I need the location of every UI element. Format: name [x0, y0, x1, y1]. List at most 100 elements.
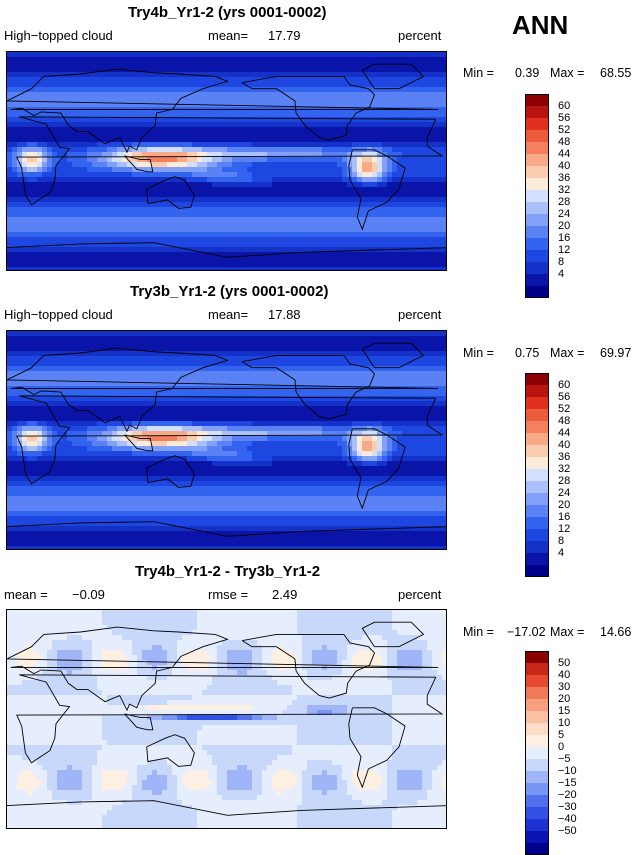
field-cell [252, 197, 258, 203]
field-cell [157, 237, 163, 243]
field-cell [87, 222, 93, 228]
field-cell [372, 72, 378, 78]
field-cell [57, 351, 63, 357]
field-cell [272, 52, 278, 58]
field-cell [302, 67, 308, 73]
field-cell [172, 92, 178, 98]
field-cell [32, 506, 38, 512]
field-cell [287, 202, 293, 208]
field-cell [37, 406, 43, 412]
field-cell [42, 172, 48, 178]
panel1-max-value: 68.55 [600, 66, 631, 80]
field-cell [47, 137, 53, 143]
field-cell [202, 207, 208, 213]
field-cell [207, 87, 213, 93]
field-cell [22, 227, 28, 233]
field-cell [292, 162, 298, 168]
field-cell [47, 62, 53, 68]
field-cell [357, 112, 363, 118]
field-cell [392, 167, 398, 173]
field-cell [117, 217, 123, 223]
field-cell [412, 117, 418, 123]
field-cell [107, 267, 113, 271]
field-cell [107, 501, 113, 507]
field-cell [17, 102, 23, 108]
field-cell [117, 506, 123, 512]
field-cell [422, 192, 428, 198]
field-cell [77, 147, 83, 153]
colorbar-segment [525, 226, 549, 238]
field-cell [92, 491, 98, 497]
field-cell [187, 257, 193, 263]
field-cell [422, 262, 428, 268]
field-cell [352, 62, 358, 68]
field-cell [242, 137, 248, 143]
field-cell [382, 82, 388, 88]
field-cell [212, 262, 218, 268]
field-cell [222, 187, 228, 193]
field-cell [12, 167, 18, 173]
field-cell [262, 242, 268, 248]
field-cell [52, 67, 58, 73]
field-cell [307, 207, 313, 213]
field-cell [32, 546, 38, 550]
field-cell [227, 92, 233, 98]
field-cell [102, 456, 108, 462]
field-cell [342, 177, 348, 183]
field-cell [367, 157, 373, 163]
field-cell [287, 247, 293, 253]
field-cell [22, 82, 28, 88]
field-cell [97, 441, 103, 447]
field-cell [417, 177, 423, 183]
field-cell [102, 157, 108, 163]
field-cell [167, 72, 173, 78]
field-cell [72, 262, 78, 268]
field-cell [407, 137, 413, 143]
field-cell [107, 232, 113, 238]
field-cell [232, 217, 238, 223]
field-cell [357, 172, 363, 178]
field-cell [22, 541, 28, 547]
field-cell [117, 491, 123, 497]
field-cell [97, 247, 103, 253]
field-cell [272, 182, 278, 188]
field-cell [242, 92, 248, 98]
field-cell [372, 257, 378, 263]
field-cell [97, 361, 103, 367]
field-cell [337, 87, 343, 93]
field-cell [52, 212, 58, 218]
field-cell [252, 137, 258, 143]
field-cell [32, 262, 38, 268]
field-cell [32, 491, 38, 497]
field-cell [412, 192, 418, 198]
field-cell [272, 102, 278, 108]
field-cell [112, 162, 118, 168]
field-cell [417, 142, 423, 148]
field-cell [7, 371, 13, 377]
field-cell [17, 77, 23, 83]
field-cell [52, 341, 58, 347]
field-cell [12, 237, 18, 243]
field-cell [242, 67, 248, 73]
field-cell [7, 267, 13, 271]
field-cell [302, 227, 308, 233]
field-cell [47, 366, 53, 372]
field-cell [52, 202, 58, 208]
field-cell [362, 117, 368, 123]
field-cell [107, 57, 113, 63]
field-cell [112, 476, 118, 482]
field-cell [37, 466, 43, 472]
field-cell [152, 77, 158, 83]
field-cell [92, 82, 98, 88]
field-cell [217, 197, 223, 203]
field-cell [97, 257, 103, 263]
field-cell [32, 222, 38, 228]
field-cell [382, 252, 388, 258]
field-cell [92, 501, 98, 507]
field-cell [12, 177, 18, 183]
field-cell [52, 217, 58, 223]
field-cell [297, 82, 303, 88]
field-cell [82, 486, 88, 492]
field-cell [267, 242, 273, 248]
field-cell [7, 536, 13, 542]
